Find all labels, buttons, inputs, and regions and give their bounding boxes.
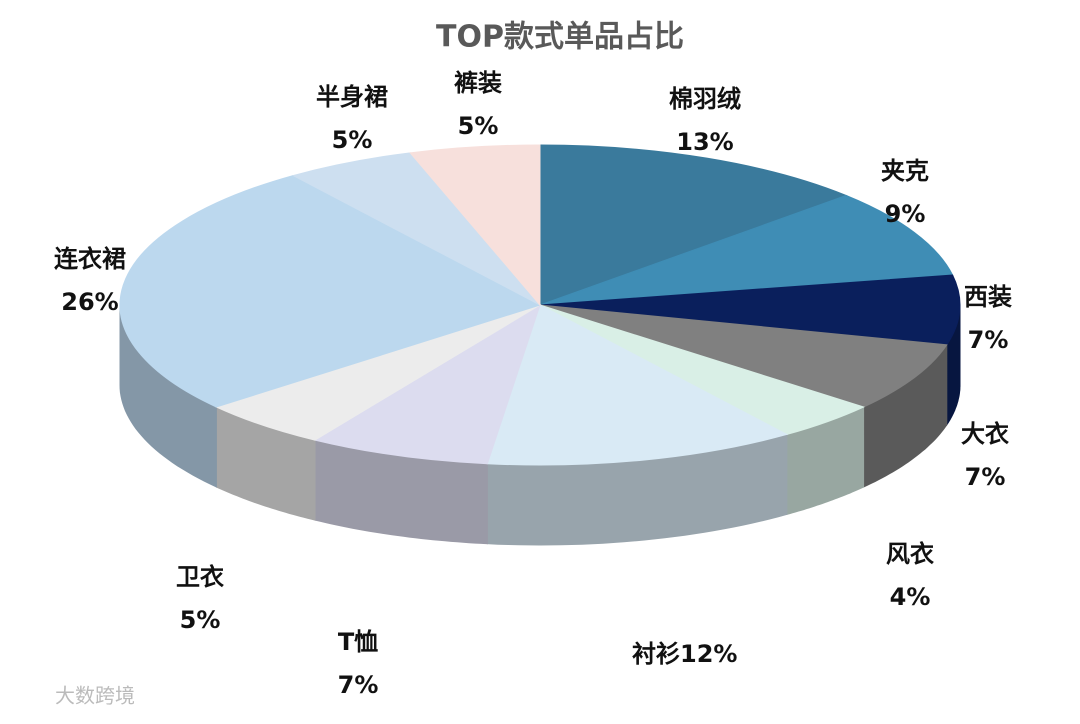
category-label: 裤装	[454, 69, 502, 97]
watermark: 大数跨境	[55, 684, 135, 708]
value-label: 12%	[680, 640, 737, 668]
category-label: T恤	[338, 628, 378, 656]
value-label: 13%	[676, 128, 733, 156]
value-label: 26%	[61, 288, 118, 316]
value-label: 7%	[968, 326, 1009, 354]
chart-title: TOP款式单品占比	[436, 20, 684, 55]
category-label: 连衣裙	[54, 245, 126, 273]
pie-slice	[539, 274, 961, 346]
value-label: 7%	[338, 671, 379, 699]
value-label: 5%	[458, 112, 499, 140]
pie-slice	[539, 144, 848, 306]
value-label: 4%	[890, 583, 931, 611]
value-label: 5%	[332, 126, 373, 154]
pie-slice	[539, 304, 948, 408]
category-label: 夹克	[881, 157, 929, 185]
pie-slice	[539, 194, 954, 306]
pie-slice	[409, 144, 541, 307]
pie-slice	[119, 175, 542, 408]
category-label: 衬衫	[632, 640, 680, 668]
category-label: 卫衣	[176, 563, 224, 591]
value-label: 5%	[180, 606, 221, 634]
pie-slice	[486, 304, 789, 466]
category-label: 风衣	[886, 540, 934, 568]
value-label: 7%	[965, 463, 1006, 491]
value-label: 9%	[885, 200, 926, 228]
pie-slice	[313, 303, 541, 465]
category-label: 西装	[964, 283, 1012, 311]
category-label: 大衣	[961, 420, 1009, 448]
category-label: 半身裙	[316, 83, 388, 111]
category-label: 棉羽绒	[669, 85, 741, 113]
